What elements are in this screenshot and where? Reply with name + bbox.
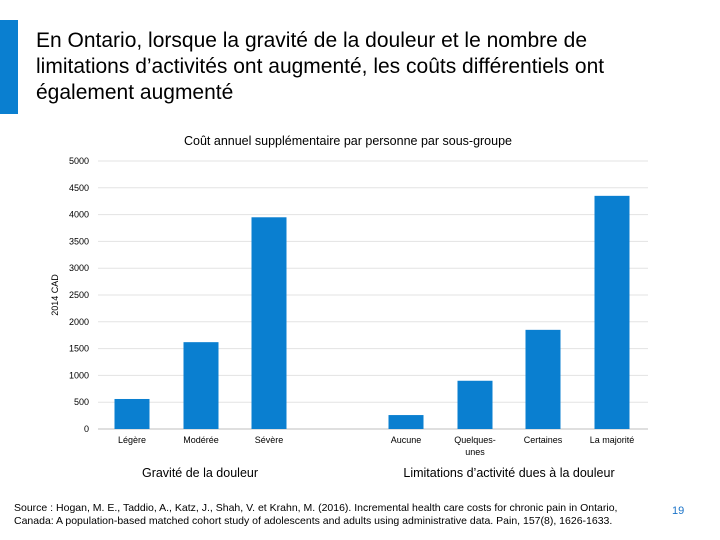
bar	[251, 217, 287, 429]
source-line-2: Canada: A population-based matched cohor…	[14, 515, 613, 527]
y-tick-label: 2500	[69, 290, 89, 300]
source-line-1: Source : Hogan, M. E., Taddio, A., Katz,…	[14, 502, 618, 514]
x-tick-label: La majorité	[590, 435, 635, 445]
y-tick-label: 2000	[69, 317, 89, 327]
title-accent-bar	[0, 20, 18, 114]
page-number: 19	[672, 505, 685, 517]
group-label: Limitations d’activité dues à la douleur	[403, 466, 614, 480]
x-tick-label: Légère	[118, 435, 146, 445]
title-line-2: limitations d’activités ont augmenté, le…	[36, 55, 605, 78]
y-tick-label: 500	[74, 397, 89, 407]
bar	[388, 415, 424, 429]
y-tick-label: 1500	[69, 344, 89, 354]
bar	[183, 342, 219, 429]
x-tick-label: Sévère	[255, 435, 284, 445]
bar	[525, 329, 561, 429]
y-tick-label: 1000	[69, 370, 89, 380]
source-citation: Source : Hogan, M. E., Taddio, A., Katz,…	[14, 502, 664, 528]
chart-title: Coût annuel supplémentaire par personne …	[184, 134, 512, 148]
y-axis-label: 2014 CAD	[50, 274, 60, 316]
bar	[457, 380, 493, 429]
bar	[114, 398, 150, 429]
bar	[594, 195, 630, 429]
y-tick-label: 3000	[69, 263, 89, 273]
title-line-3: également augmenté	[36, 81, 234, 104]
group-label: Gravité de la douleur	[142, 466, 258, 480]
y-tick-label: 4500	[69, 183, 89, 193]
bar-chart-svg: Coût annuel supplémentaire par personne …	[50, 134, 648, 480]
x-tick-label: Quelques-	[454, 435, 496, 445]
x-tick-label: Modérée	[183, 435, 219, 445]
title-line-1: En Ontario, lorsque la gravité de la dou…	[36, 29, 587, 52]
y-tick-label: 5000	[69, 156, 89, 166]
bar-chart: Coût annuel supplémentaire par personne …	[0, 125, 720, 495]
y-tick-label: 0	[84, 424, 89, 434]
y-tick-label: 3500	[69, 236, 89, 246]
x-tick-label: Aucune	[391, 435, 422, 445]
x-tick-label: Certaines	[524, 435, 563, 445]
x-tick-label: unes	[465, 447, 485, 457]
slide-title: En Ontario, lorsque la gravité de la dou…	[36, 28, 706, 106]
y-tick-label: 4000	[69, 210, 89, 220]
